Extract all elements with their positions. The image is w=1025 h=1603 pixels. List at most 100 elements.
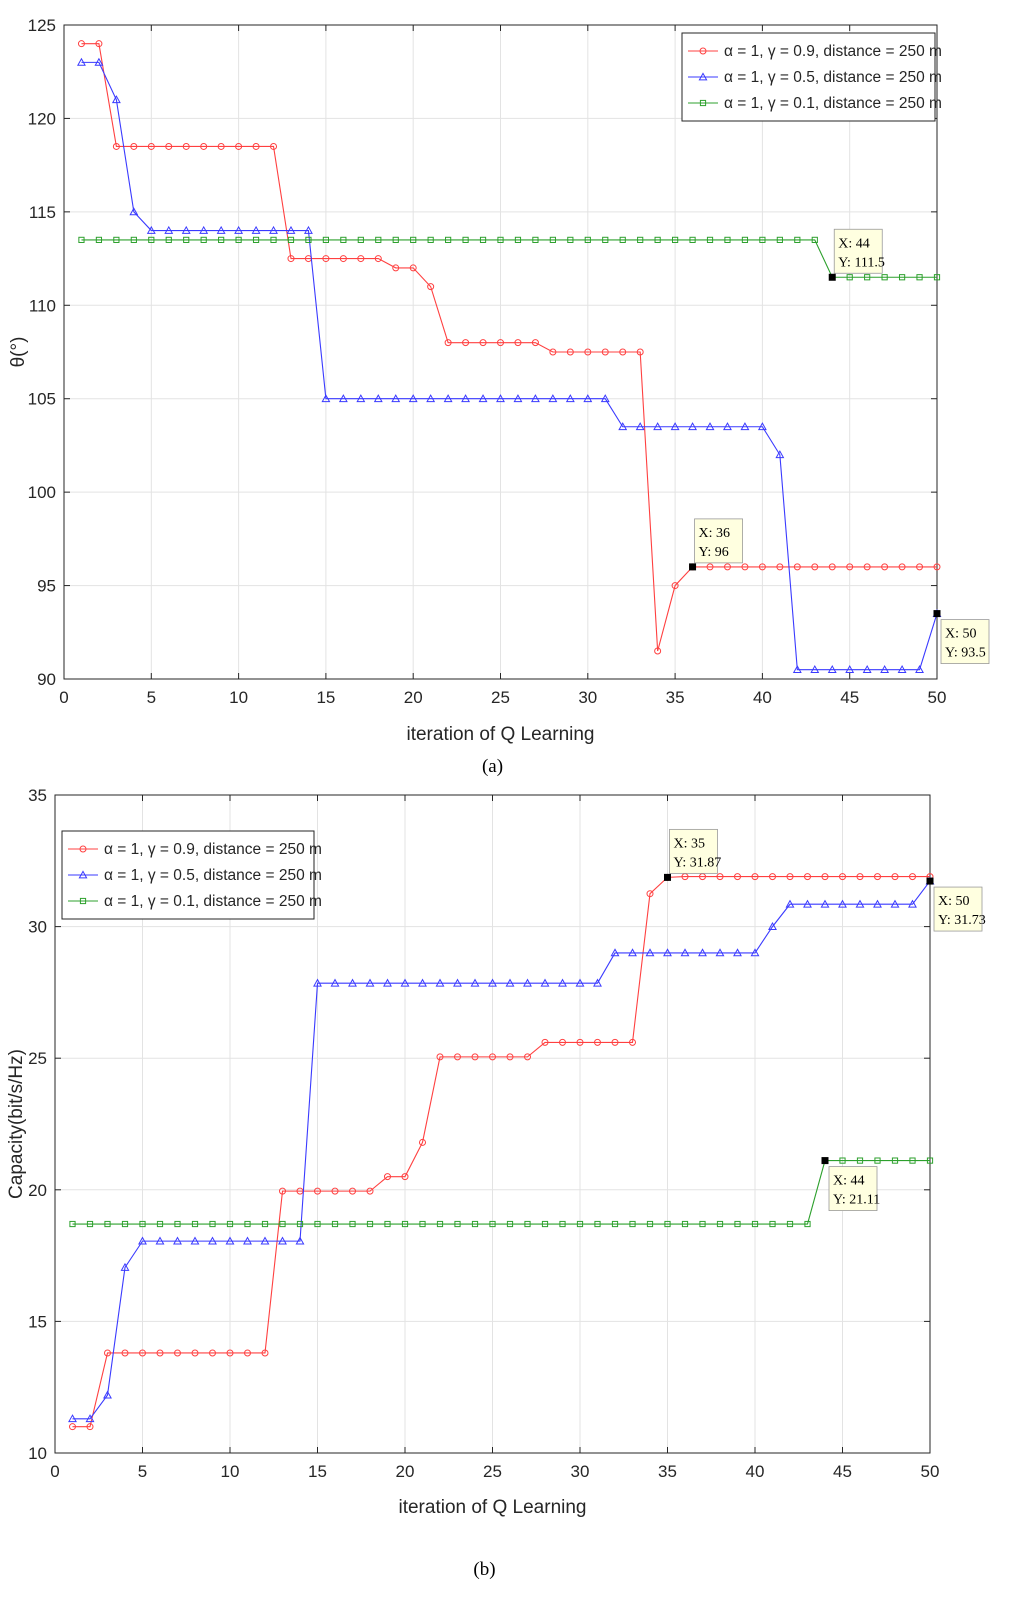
chart-b-data-point <box>489 1053 496 1061</box>
chart-a-series-1 <box>77 40 941 655</box>
chart-b-data-point <box>734 873 741 881</box>
chart-b-data-point <box>838 899 847 908</box>
chart-a-data-point <box>810 665 820 674</box>
chart-b-data-point <box>401 1220 409 1228</box>
chart-b-data-point <box>751 1220 759 1228</box>
chart-a-data-point <box>688 422 698 431</box>
chart-b-data-point <box>628 948 637 957</box>
chart-b-data-point <box>331 1187 339 1195</box>
chart-b-data-point <box>348 978 357 987</box>
chart-a-legend-entry-2: α = 1, γ = 0.5, distance = 250 m <box>688 69 942 86</box>
chart-b-data-point <box>874 1157 881 1164</box>
chart-b-datatip-marker <box>821 1157 829 1165</box>
chart-b-legend-label: α = 1, γ = 0.5, distance = 250 m <box>104 867 322 884</box>
chart-a-data-point <box>496 394 505 403</box>
chart-a-data-point <box>234 225 244 234</box>
chart-a-data-point <box>741 563 749 571</box>
chart-b-data-point <box>734 1220 741 1228</box>
chart-b-data-point <box>750 948 760 957</box>
chart-a-data-point <box>77 57 86 66</box>
chart-b-legend-box <box>61 830 315 920</box>
chart-b-data-point <box>103 1390 112 1399</box>
chart-b-data-point <box>296 1220 304 1228</box>
chart-b-series-1 <box>69 873 934 1431</box>
chart-a-datatip-1: X: 44 Y: 111.5 <box>828 228 885 281</box>
chart-b-ytick-label: 20 <box>28 1181 47 1200</box>
chart-a-data-point <box>916 563 924 571</box>
chart-a-series-3 <box>78 236 941 281</box>
chart-b-caption: (b) <box>473 1559 495 1580</box>
chart-b-data-point <box>786 873 794 881</box>
chart-a-data-point <box>113 236 120 243</box>
chart-b-data-point <box>191 1349 199 1357</box>
chart-b-data-point <box>139 1220 146 1228</box>
chart-b-data-point <box>856 1157 864 1164</box>
chart-b-data-point <box>471 1220 479 1228</box>
chart-b-data-point <box>629 1038 636 1046</box>
chart-a-legend-label: α = 1, γ = 0.1, distance = 250 m <box>724 95 942 112</box>
chart-b-data-point <box>645 948 655 957</box>
chart-b-data-point <box>523 978 532 987</box>
chart-b-data-point <box>715 948 725 957</box>
chart-a-data-point <box>199 225 209 234</box>
chart-b-data-point <box>524 1053 531 1061</box>
chart-a-datatip-y: Y: 111.5 <box>838 255 885 270</box>
chart-a-data-point <box>636 348 644 356</box>
chart-a-data-point <box>146 225 156 234</box>
chart-b-xtick-label: 25 <box>483 1462 502 1481</box>
chart-b-series-line <box>72 880 931 1420</box>
chart-b-data-point <box>506 1220 514 1228</box>
chart-b-data-point <box>69 1220 76 1228</box>
chart-a-data-point <box>445 236 452 243</box>
chart-a-data-point <box>270 142 278 150</box>
chart-a-data-point <box>427 283 435 291</box>
chart-b-data-point <box>541 1220 549 1228</box>
chart-b-data-point <box>190 1236 200 1245</box>
chart-a-ytick-label: 115 <box>29 203 56 222</box>
chart-a-data-point <box>793 563 801 571</box>
chart-b-data-point <box>138 1236 147 1245</box>
chart-a-data-point <box>706 563 714 571</box>
chart-b-xtick-label: 35 <box>658 1462 677 1481</box>
chart-a-data-point <box>392 264 400 272</box>
chart-b-data-point <box>594 1038 601 1046</box>
chart-b-data-point <box>804 873 811 881</box>
chart-b-datatip-2: X: 50 Y: 31.73 <box>926 877 986 932</box>
chart-b-series-3 <box>69 1157 934 1228</box>
chart-b-xtick-label: 40 <box>746 1462 765 1481</box>
chart-b-data-point <box>681 1220 689 1228</box>
chart-a-data-point <box>618 422 628 431</box>
chart-a-data-point <box>357 255 365 263</box>
chart-a-data-point <box>549 236 556 243</box>
chart-a-data-point <box>148 236 155 243</box>
chart-a-data-point <box>235 236 242 243</box>
chart-a-data-point <box>462 236 469 243</box>
chart-a: 0 5 10 15 20 25 30 35 40 45 50 90 95 100 105 110 115 120 1… <box>8 16 990 777</box>
chart-a-data-point <box>303 225 313 234</box>
chart-a-datatip-marker <box>933 610 941 618</box>
chart-a-data-point <box>723 422 732 431</box>
chart-b-data-point <box>208 1236 217 1245</box>
chart-a-data-point <box>740 422 750 431</box>
chart-b-data-point <box>489 1220 496 1228</box>
chart-a-data-point <box>601 348 609 356</box>
chart-b-data-point <box>349 1220 356 1228</box>
chart-a-data-point <box>286 225 296 234</box>
chart-b-data-point <box>243 1236 252 1245</box>
chart-a-data-point <box>635 422 645 431</box>
chart-b-data-point <box>209 1349 216 1357</box>
chart-b-data-point <box>680 948 690 957</box>
chart-b-data-point <box>331 1220 339 1228</box>
chart-a-ylabel: θ(°) <box>8 337 29 368</box>
chart-b-data-point <box>209 1220 216 1228</box>
chart-a-data-point <box>671 582 679 590</box>
chart-b-data-point <box>803 899 812 908</box>
chart-b-data-point <box>593 978 602 987</box>
chart-a-ytick-label: 110 <box>29 296 56 315</box>
chart-b-data-point <box>488 978 497 987</box>
chart-a-datatip-marker <box>828 273 836 281</box>
chart-a-legend-entry-1: α = 1, γ = 0.9, distance = 250 m <box>688 43 942 60</box>
chart-b-ylabel: Capacity(bit/s/Hz) <box>6 1049 27 1199</box>
chart-a-data-point <box>724 236 731 243</box>
chart-a-data-point <box>584 348 592 356</box>
